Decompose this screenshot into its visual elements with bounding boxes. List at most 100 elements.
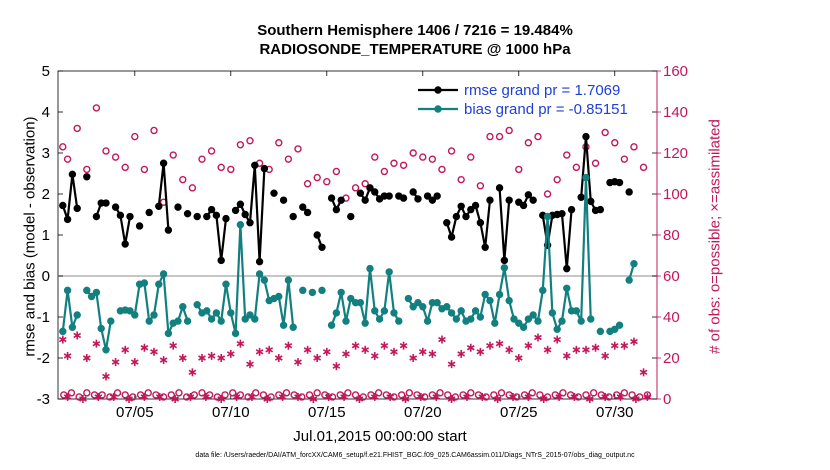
y-tick-label: 5 [42, 63, 50, 80]
obs-assimilated-point [217, 395, 226, 403]
bias-point [159, 270, 168, 278]
obs-possible-point [563, 151, 571, 159]
obs-possible-point [589, 389, 598, 397]
bias-point [395, 317, 403, 325]
bias-point [390, 309, 398, 317]
bias-point [433, 298, 441, 307]
bias-point [97, 324, 105, 333]
obs-assimilated-point [361, 345, 370, 354]
obs-assimilated-point [355, 395, 364, 403]
obs-assimilated-point [294, 392, 302, 401]
rmse-point [361, 196, 369, 204]
obs-possible-point [601, 128, 609, 137]
obs-possible-point [75, 393, 83, 401]
bias-point [467, 315, 475, 323]
bias-point [510, 315, 518, 323]
obs-assimilated-point [342, 349, 350, 358]
bias-point [145, 317, 153, 325]
obs-possible-point [447, 147, 456, 155]
obs-assimilated-point [476, 347, 485, 356]
rmse-point [313, 231, 321, 239]
bias-point [260, 276, 269, 284]
y2-tick-label: 140 [663, 104, 688, 121]
obs-possible-point [152, 391, 160, 399]
bias-point [246, 311, 254, 319]
obs-assimilated-point [562, 351, 571, 360]
obs-possible-point [390, 159, 398, 167]
obs-assimilated-point [601, 392, 610, 401]
obs-possible-point [60, 391, 68, 399]
obs-possible-point [73, 124, 81, 133]
bias-point [68, 323, 77, 331]
obs-assimilated-point [553, 335, 562, 344]
obs-possible-point [217, 163, 225, 172]
rmse-point [462, 212, 470, 221]
bias-point [529, 311, 537, 319]
bias-point [155, 280, 163, 288]
rmse-point [183, 209, 192, 218]
rmse-point [567, 205, 576, 214]
rmse-point [318, 243, 326, 252]
obs-assimilated-point [591, 343, 600, 352]
bias-point [366, 264, 374, 273]
bias-point [476, 313, 485, 321]
obs-possible-point [313, 173, 321, 182]
bias-point [174, 317, 182, 325]
legend-rmse-marker [434, 86, 442, 94]
rmse-point [135, 222, 144, 230]
obs-possible-point [524, 139, 533, 147]
bias-point [500, 264, 509, 272]
rmse-point [207, 205, 216, 214]
obs-assimilated-point [630, 337, 638, 346]
obs-possible-point [313, 389, 321, 397]
obs-possible-point [63, 155, 72, 163]
obs-possible-point [169, 151, 177, 159]
obs-possible-point [321, 391, 329, 399]
rmse-point [577, 193, 585, 201]
rmse-point [443, 218, 451, 227]
obs-possible-point [259, 391, 268, 399]
rmse-point [447, 233, 456, 241]
obs-assimilated-point [140, 343, 149, 352]
obs-possible-point [113, 389, 122, 397]
rmse-point [102, 199, 110, 207]
bias-point [347, 294, 355, 303]
obs-possible-point [294, 145, 302, 153]
rmse-point [126, 212, 134, 221]
obs-possible-point [591, 159, 600, 167]
obs-assimilated-point [543, 345, 552, 354]
obs-possible-point [98, 391, 106, 399]
obs-assimilated-point [463, 392, 471, 401]
obs-assimilated-point [111, 358, 120, 367]
legend-rmse-label: rmse grand pr = 1.7069 [464, 82, 620, 99]
rmse-point [457, 202, 465, 211]
obs-possible-point [559, 389, 567, 397]
rmse-point [155, 202, 163, 211]
rmse-point [236, 200, 245, 208]
obs-possible-point [83, 389, 91, 397]
obs-assimilated-point [457, 349, 466, 358]
obs-assimilated-point [610, 341, 619, 350]
rmse-point [289, 212, 297, 221]
obs-assimilated-point [207, 351, 216, 360]
obs-assimilated-point [155, 392, 164, 401]
obs-possible-point [351, 391, 360, 399]
obs-possible-point [351, 184, 360, 192]
x-axis-label: Jul.01,2015 00:00:00 start [293, 428, 467, 445]
obs-assimilated-point [217, 354, 226, 362]
obs-possible-point [188, 184, 197, 192]
obs-possible-point [121, 163, 129, 172]
obs-assimilated-point [332, 362, 341, 371]
obs-assimilated-point [447, 395, 456, 403]
obs-assimilated-point [409, 354, 418, 362]
y2-tick-label: 20 [663, 350, 680, 367]
bias-point [102, 346, 110, 354]
legend-bias-marker [434, 105, 442, 113]
rmse-point [241, 210, 249, 219]
obs-possible-point [553, 175, 561, 184]
obs-possible-point [380, 167, 389, 176]
bias-point [183, 317, 192, 325]
obs-possible-point [438, 165, 446, 174]
obs-possible-point [505, 126, 513, 135]
rmse-point [92, 212, 101, 221]
